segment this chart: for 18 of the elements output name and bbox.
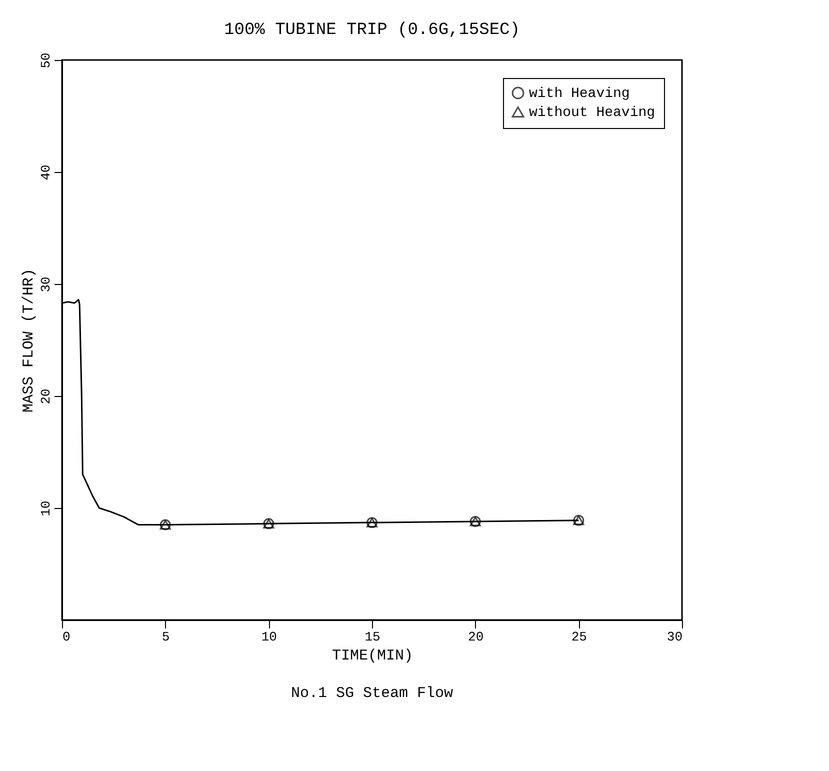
y-tick-label: 40 (38, 164, 54, 180)
x-tick-label: 5 (162, 630, 170, 644)
y-tick-label: 10 (38, 500, 54, 516)
legend-label: with Heaving (529, 86, 630, 102)
text: No.1 SG Steam Flow (290, 685, 454, 702)
x-tick-label: 0 (62, 630, 70, 644)
y-tick-label: 50 (38, 52, 54, 68)
x-tick-label: 25 (571, 630, 587, 644)
y-tick-label: 20 (38, 388, 54, 404)
legend-label: without Heaving (529, 105, 656, 121)
y-tick-label: 30 (38, 276, 54, 292)
x-axis-title: TIME(MIN) (332, 648, 414, 664)
x-tick-label: 30 (666, 630, 682, 644)
x-tick-label: 10 (261, 630, 277, 644)
chart-title: 100% TUBINE TRIP (0.6G,15SEC) (224, 21, 520, 40)
x-tick-label: 20 (468, 630, 484, 644)
y-axis-title: MASS FLOW (T/HR) (20, 268, 38, 413)
x-tick-label: 15 (364, 630, 380, 644)
